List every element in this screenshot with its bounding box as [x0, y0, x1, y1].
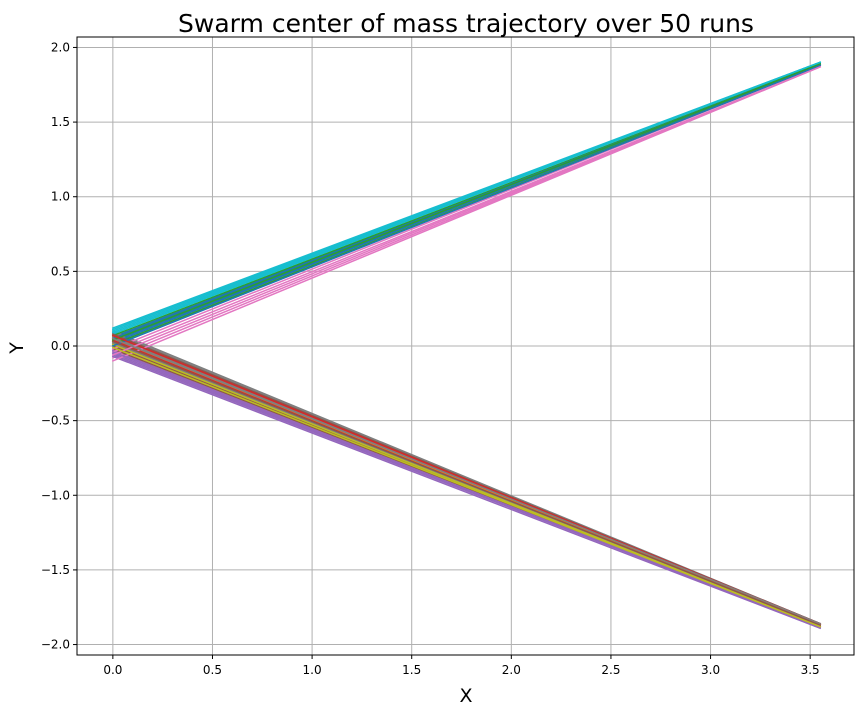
- x-tick-label: 0.5: [203, 663, 222, 677]
- y-axis-label: Y: [6, 342, 28, 355]
- x-tick-label: 3.0: [701, 663, 720, 677]
- y-tick-label: 1.5: [51, 115, 70, 129]
- x-tick-label: 1.5: [402, 663, 421, 677]
- y-tick-label: −0.5: [41, 414, 70, 428]
- x-axis-label: X: [459, 685, 472, 707]
- y-tick-label: −1.0: [41, 488, 70, 502]
- y-tick-label: 0.5: [51, 264, 70, 278]
- x-tick-label: 2.0: [502, 663, 521, 677]
- series-line-run-41: [111, 64, 822, 347]
- series-line-run-46: [111, 340, 822, 627]
- ticks: 0.0 0.5 1.0 1.5 2.0 2.5 3.0 3.5 −2.0 −1.5 −1.0 −0.5…: [41, 40, 820, 677]
- series-line-run-47: [111, 65, 822, 356]
- series-line-run-35: [111, 355, 822, 630]
- y-tick-label: 0.0: [51, 339, 70, 353]
- x-tick-label: 2.5: [601, 663, 620, 677]
- y-tick-label: −2.0: [41, 638, 70, 652]
- y-tick-label: 1.0: [51, 190, 70, 204]
- series-line-run-48: [111, 337, 822, 625]
- series-group: [111, 61, 822, 630]
- x-tick-label: 0.0: [103, 663, 122, 677]
- chart-title: Swarm center of mass trajectory over 50 …: [178, 9, 754, 38]
- series-line-run-49: [111, 346, 822, 628]
- series-line-run-37: [111, 65, 822, 362]
- series-line-run-50: [111, 61, 822, 330]
- y-tick-label: −1.5: [41, 563, 70, 577]
- x-tick-label: 3.5: [801, 663, 820, 677]
- y-tick-label: 2.0: [51, 40, 70, 54]
- x-tick-label: 1.0: [303, 663, 322, 677]
- series-line-run-43: [111, 62, 822, 342]
